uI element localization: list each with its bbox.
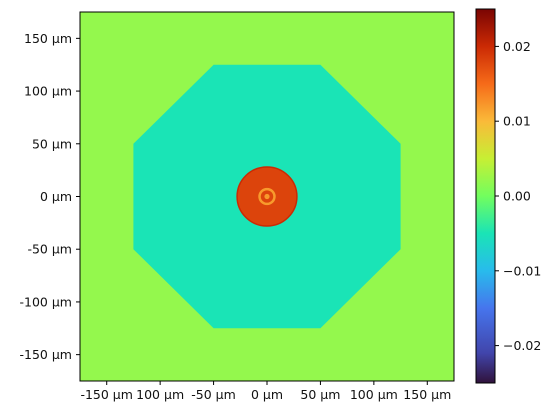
x-tick-label: 50 µm <box>300 387 340 402</box>
colorbar-tick-label: −0.01 <box>503 263 541 278</box>
y-tick-label: 150 µm <box>24 31 72 46</box>
x-tick-label: 0 µm <box>251 387 283 402</box>
colorbar-tick-label: 0.00 <box>503 189 531 204</box>
y-axis: 150 µm 100 µm 50 µm 0 µm -50 µm -100 µm -150 µ… <box>20 31 80 362</box>
x-tick-label: -50 µm <box>191 387 236 402</box>
heatmap-inner-ring <box>258 187 276 206</box>
y-tick-label: 50 µm <box>32 136 72 151</box>
colorbar-axis: 0.02 0.01 0.00 −0.01 −0.02 <box>495 39 541 353</box>
x-tick-label: 100 µm <box>350 387 398 402</box>
x-tick-label: -150 µm <box>80 387 132 402</box>
colorbar <box>475 8 496 384</box>
y-tick-label: 0 µm <box>40 189 72 204</box>
x-tick-label: 100 µm <box>136 387 184 402</box>
colorbar-tick-label: 0.02 <box>503 39 531 54</box>
y-tick-label: -100 µm <box>20 294 72 309</box>
y-tick-label: 100 µm <box>24 84 72 99</box>
colorbar-tick-label: −0.02 <box>503 338 541 353</box>
y-tick-label: -150 µm <box>20 347 72 362</box>
heatmap-center-dot <box>264 193 270 200</box>
heatmap-regions <box>80 12 454 381</box>
y-tick-label: -50 µm <box>27 242 72 257</box>
x-tick-label: 150 µm <box>403 387 451 402</box>
x-axis: -150 µm 100 µm -50 µm 0 µm 50 µm 100 µm 150 µm <box>80 381 451 402</box>
colorbar-tick-label: 0.01 <box>503 114 531 129</box>
